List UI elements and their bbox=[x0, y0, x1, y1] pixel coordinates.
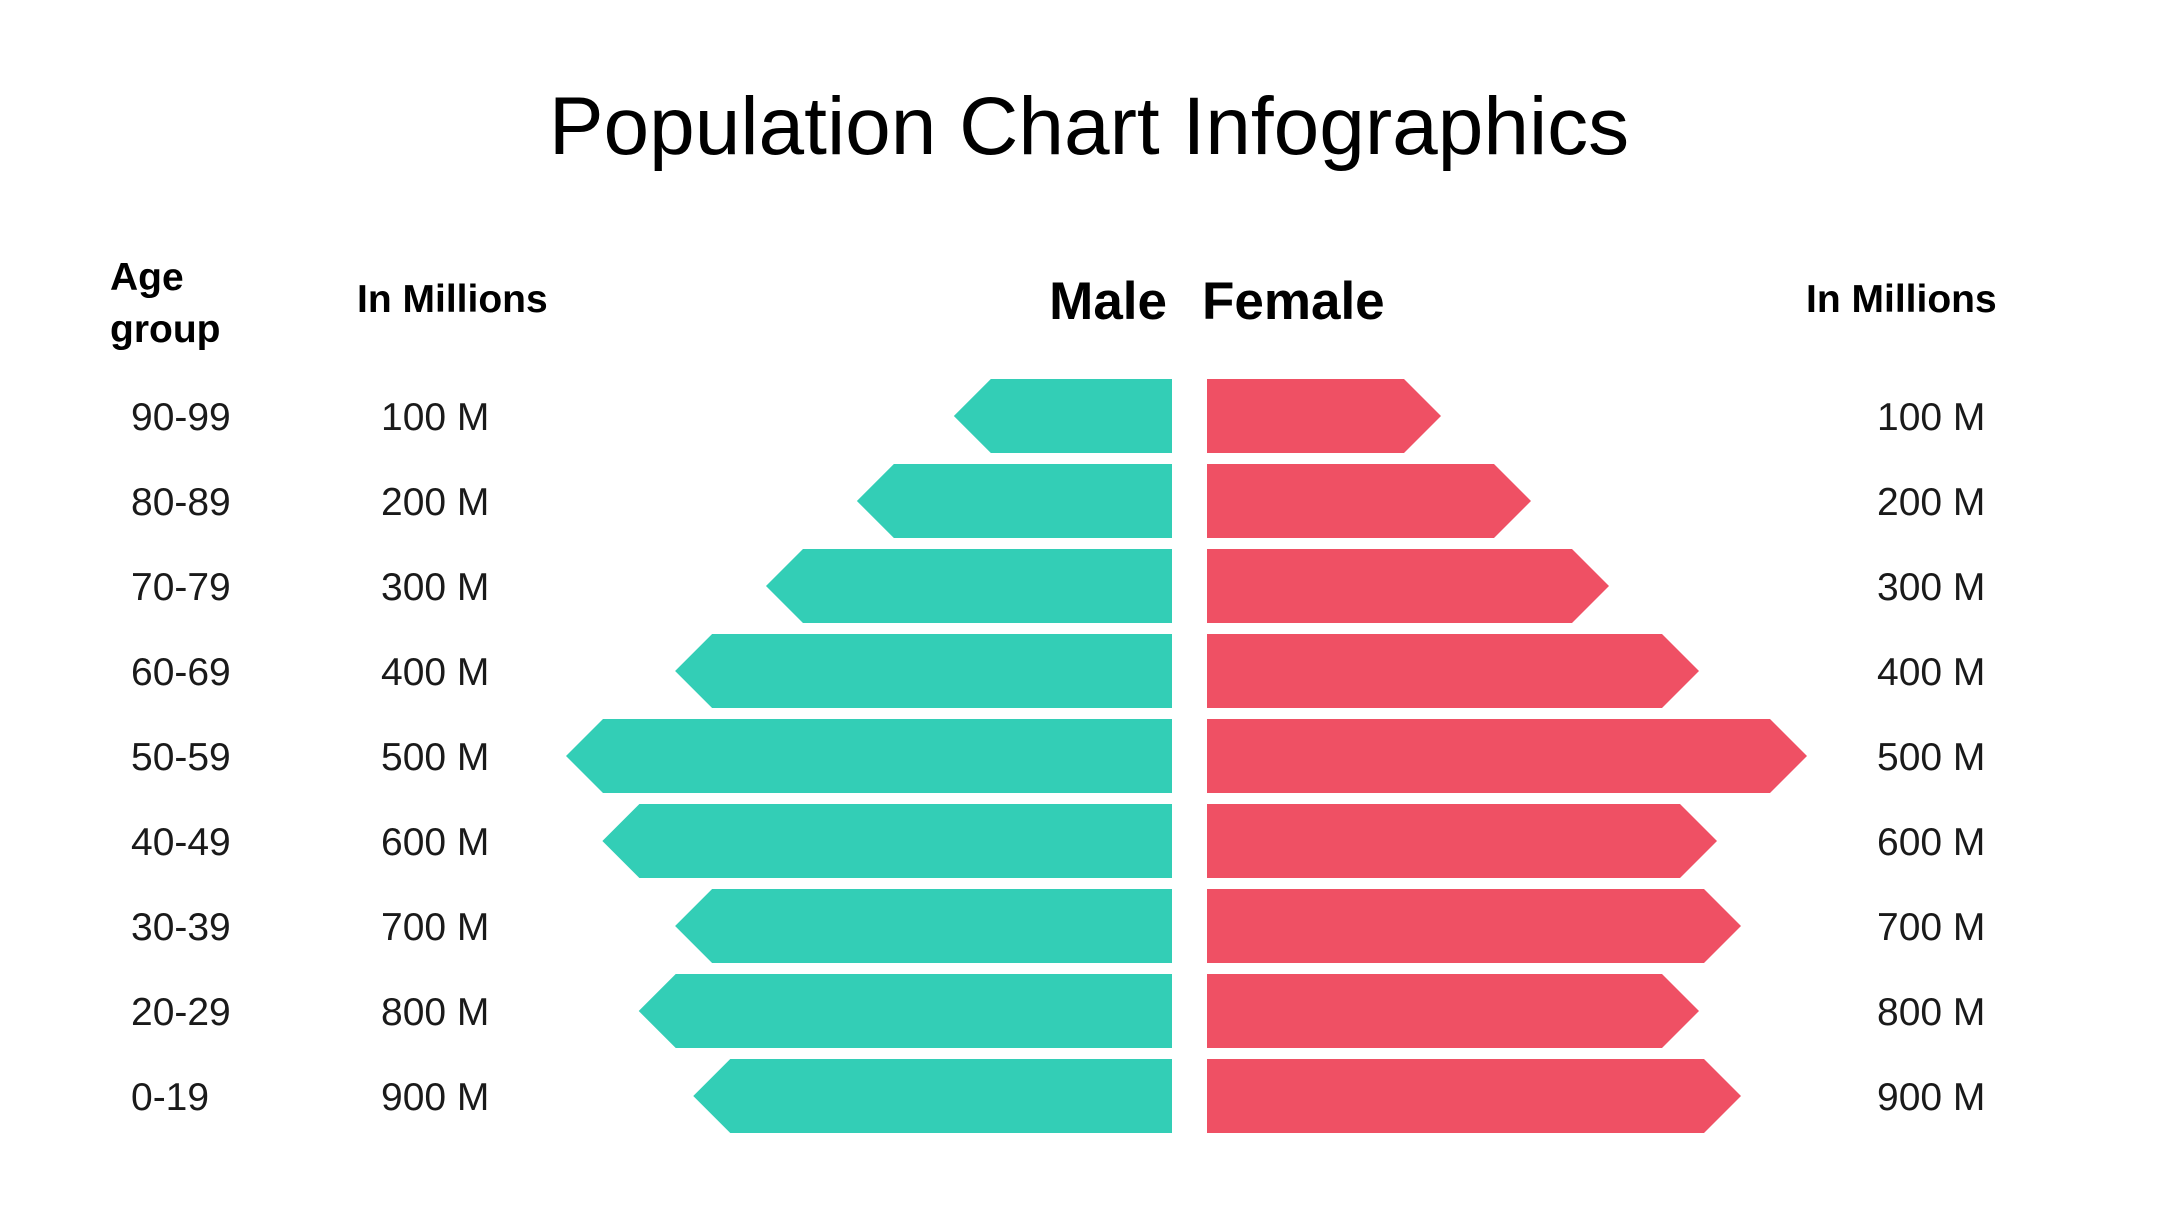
female-bar-60-69 bbox=[1207, 634, 1699, 708]
female-millions-header: In Millions bbox=[1806, 278, 1997, 321]
female-bar-80-89 bbox=[1207, 464, 1531, 538]
age-group-label: 0-19 bbox=[131, 1076, 209, 1119]
male-value-label: 800 M bbox=[381, 991, 489, 1034]
female-value-label: 100 M bbox=[1877, 396, 1985, 439]
female-bar-50-59 bbox=[1207, 719, 1807, 793]
age-group-header: Age group bbox=[110, 256, 221, 351]
male-bar-60-69 bbox=[675, 634, 1172, 708]
female-value-label: 400 M bbox=[1877, 651, 1985, 694]
age-group-label: 70-79 bbox=[131, 566, 231, 609]
female-bar-20-29 bbox=[1207, 974, 1699, 1048]
age-group-label: 40-49 bbox=[131, 821, 231, 864]
female-value-label: 600 M bbox=[1877, 821, 1985, 864]
age-group-label: 80-89 bbox=[131, 481, 231, 524]
male-value-label: 100 M bbox=[381, 396, 489, 439]
male-value-label: 400 M bbox=[381, 651, 489, 694]
page-title: Population Chart Infographics bbox=[548, 81, 1630, 172]
male-value-label: 700 M bbox=[381, 906, 489, 949]
female-value-label: 900 M bbox=[1877, 1076, 1985, 1119]
male-bar-20-29 bbox=[638, 974, 1172, 1048]
female-bar-70-79 bbox=[1207, 549, 1609, 623]
male-value-label: 200 M bbox=[381, 481, 489, 524]
female-value-label: 700 M bbox=[1877, 906, 1985, 949]
male-bar-40-49 bbox=[602, 804, 1172, 878]
male-millions-header: In Millions bbox=[357, 278, 548, 321]
female-bar-40-49 bbox=[1207, 804, 1717, 878]
male-bar-90-99 bbox=[953, 379, 1172, 453]
female-bar-30-39 bbox=[1207, 889, 1741, 963]
male-value-label: 900 M bbox=[381, 1076, 489, 1119]
male-value-label: 500 M bbox=[381, 736, 489, 779]
female-bar-90-99 bbox=[1207, 379, 1441, 453]
male-bar-70-79 bbox=[765, 549, 1172, 623]
age-group-label: 50-59 bbox=[131, 736, 231, 779]
female-series-header: Female bbox=[1202, 272, 1385, 331]
male-value-label: 600 M bbox=[381, 821, 489, 864]
female-value-label: 300 M bbox=[1877, 566, 1985, 609]
male-bar-0-19 bbox=[693, 1059, 1172, 1133]
female-value-label: 500 M bbox=[1877, 736, 1985, 779]
male-bar-50-59 bbox=[566, 719, 1172, 793]
age-group-label: 20-29 bbox=[131, 991, 231, 1034]
female-value-label: 800 M bbox=[1877, 991, 1985, 1034]
age-group-label: 90-99 bbox=[131, 396, 231, 439]
male-value-label: 300 M bbox=[381, 566, 489, 609]
female-bar-0-19 bbox=[1207, 1059, 1741, 1133]
age-group-label: 30-39 bbox=[131, 906, 231, 949]
age-group-label: 60-69 bbox=[131, 651, 231, 694]
male-bar-30-39 bbox=[675, 889, 1172, 963]
male-series-header: Male bbox=[1049, 272, 1167, 331]
male-bar-80-89 bbox=[856, 464, 1172, 538]
female-value-label: 200 M bbox=[1877, 481, 1985, 524]
